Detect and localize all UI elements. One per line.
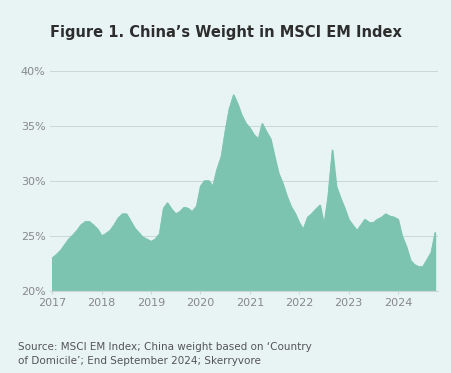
Text: Figure 1. China’s Weight in MSCI EM Index: Figure 1. China’s Weight in MSCI EM Inde… [50,25,400,40]
Text: Source: MSCI EM Index; China weight based on ‘Country
of Domicile’; End Septembe: Source: MSCI EM Index; China weight base… [18,342,311,366]
